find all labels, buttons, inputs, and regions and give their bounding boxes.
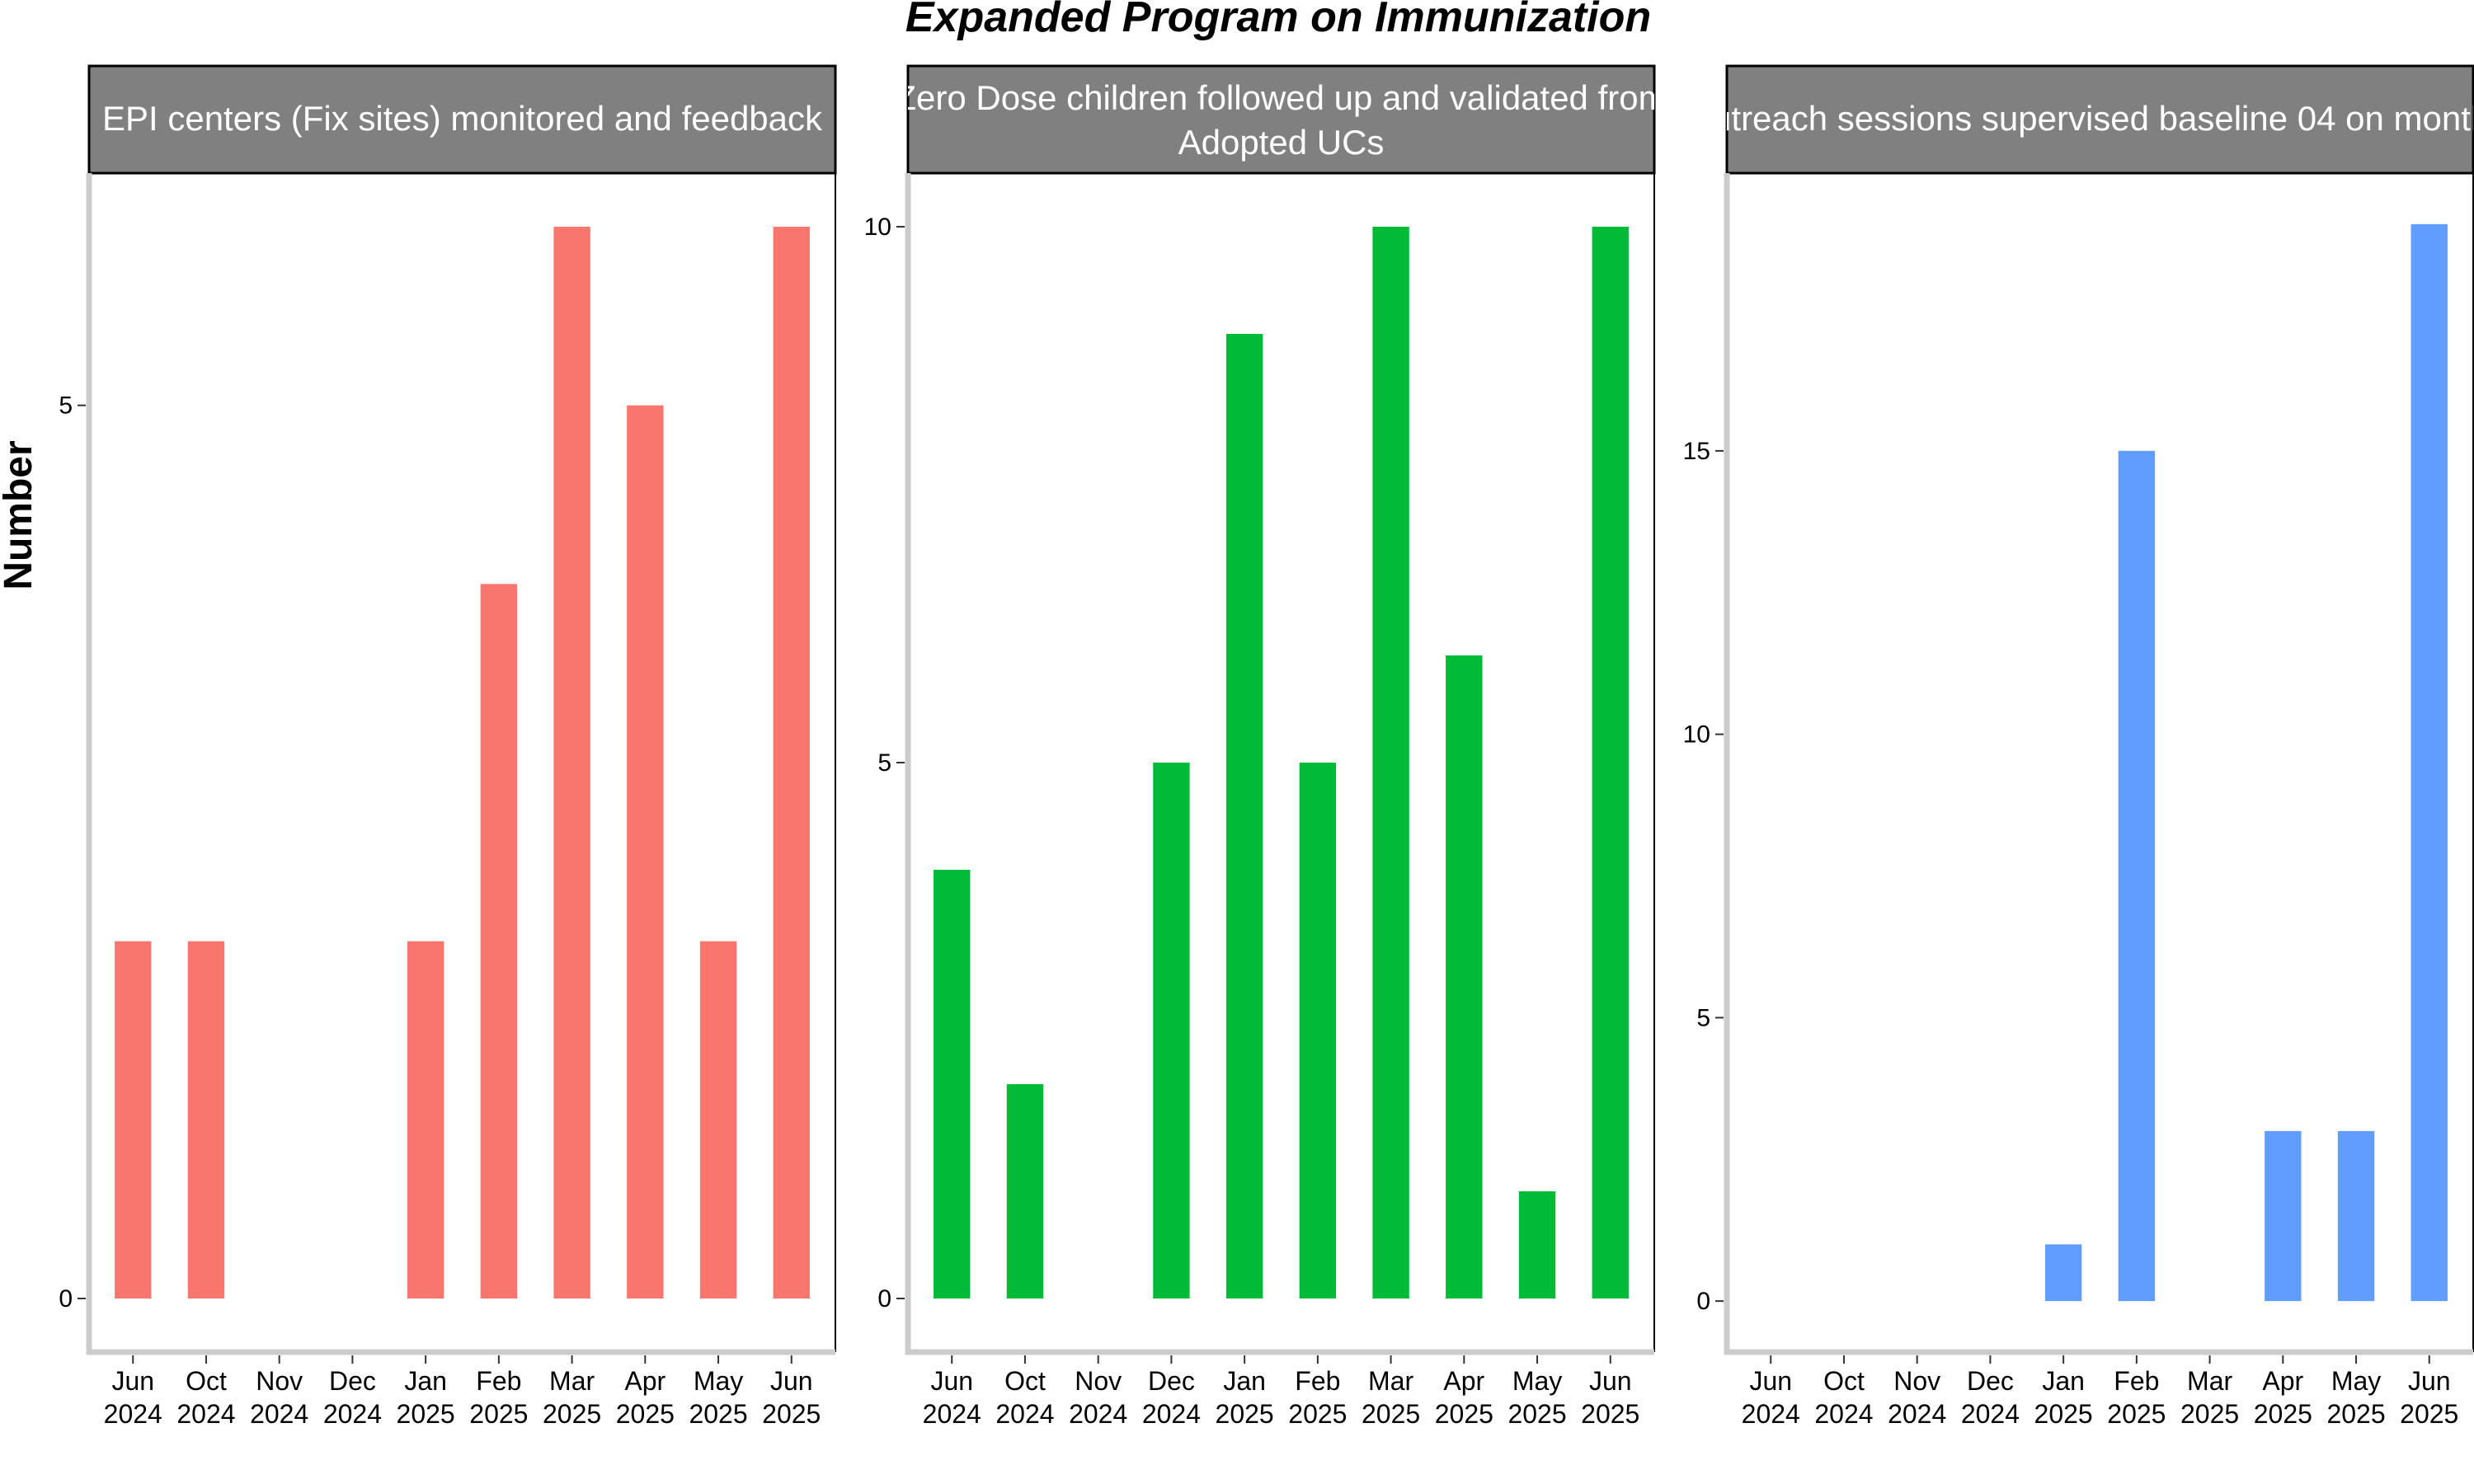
chart-title: Expanded Program on Immunization xyxy=(905,0,1651,41)
x-tick-label: Nov 2024 xyxy=(250,1366,308,1429)
bar xyxy=(1372,227,1409,1298)
x-tick-label: Oct 2024 xyxy=(1814,1366,1873,1429)
x-tick-label: May 2025 xyxy=(1507,1366,1566,1429)
bar xyxy=(699,941,737,1298)
x-tick-label: Jan 2025 xyxy=(2034,1366,2093,1429)
x-tick-label: Oct 2024 xyxy=(995,1366,1054,1429)
x-tick-label: May 2025 xyxy=(689,1366,747,1429)
bar xyxy=(2337,1130,2375,1302)
facet-strip xyxy=(87,64,837,175)
x-tick-label: Dec 2024 xyxy=(1142,1366,1201,1429)
x-tick-label: Nov 2024 xyxy=(1888,1366,1946,1429)
bar xyxy=(2411,223,2448,1302)
x-tick-label: Jan 2025 xyxy=(1216,1366,1274,1429)
bar xyxy=(1446,655,1483,1298)
y-tick-label: 0 xyxy=(877,1285,891,1313)
facet-strip-title: Outreach sessions supervised baseline 04… xyxy=(1685,99,2474,138)
x-tick-label: Feb 2025 xyxy=(1288,1366,1347,1429)
x-tick-label: Mar 2025 xyxy=(543,1366,601,1429)
facet-panel-1: EPI centers (Fix sites) monitored and fe… xyxy=(59,64,837,1429)
bar xyxy=(2044,1244,2082,1302)
bar xyxy=(773,227,810,1298)
bar xyxy=(1225,334,1263,1298)
facet-panel-3: Outreach sessions supervised baseline 04… xyxy=(1683,64,2474,1429)
bar xyxy=(1518,1191,1556,1298)
facet-panel-2: Zero Dose children followed up and valid… xyxy=(864,64,1667,1429)
facet-strip-title: EPI centers (Fix sites) monitored and fe… xyxy=(102,99,823,138)
bar xyxy=(2265,1130,2302,1302)
x-tick-label: Oct 2024 xyxy=(176,1366,235,1429)
y-tick-label: 5 xyxy=(59,392,73,420)
bar xyxy=(627,405,664,1299)
x-tick-label: Jun 2025 xyxy=(1581,1366,1639,1429)
facet-strip-title: Zero Dose children followed up and valid… xyxy=(895,78,1667,117)
y-tick-label: 15 xyxy=(1683,438,1710,465)
bar xyxy=(407,941,444,1298)
y-tick-label: 5 xyxy=(877,749,891,777)
bar xyxy=(1299,763,1337,1298)
bar xyxy=(1153,763,1190,1298)
x-tick-label: Nov 2024 xyxy=(1069,1366,1127,1429)
x-tick-label: Dec 2024 xyxy=(1961,1366,2020,1429)
y-tick-label: 5 xyxy=(1696,1004,1710,1031)
facet-strip-title: Adopted UCs xyxy=(1178,123,1385,162)
x-tick-label: Feb 2025 xyxy=(2107,1366,2166,1429)
x-tick-label: Jun 2024 xyxy=(1742,1366,1800,1429)
y-tick-label: 0 xyxy=(1696,1288,1710,1315)
bar xyxy=(1592,227,1629,1298)
facet-strip xyxy=(906,64,1656,175)
x-tick-label: Dec 2024 xyxy=(323,1366,382,1429)
x-tick-label: Jun 2024 xyxy=(104,1366,162,1429)
x-tick-label: Mar 2025 xyxy=(1362,1366,1420,1429)
y-tick-label: 0 xyxy=(59,1285,73,1313)
y-axis-label: Number xyxy=(0,440,40,589)
x-tick-label: Apr 2025 xyxy=(1435,1366,1493,1429)
x-tick-label: May 2025 xyxy=(2326,1366,2385,1429)
bar xyxy=(553,227,590,1298)
x-tick-label: Apr 2025 xyxy=(2254,1366,2312,1429)
y-tick-label: 10 xyxy=(864,214,891,241)
bar xyxy=(1006,1084,1044,1298)
bar xyxy=(115,941,152,1298)
x-tick-label: Jan 2025 xyxy=(397,1366,455,1429)
x-tick-label: Jun 2024 xyxy=(923,1366,981,1429)
bar xyxy=(187,941,225,1298)
x-tick-label: Mar 2025 xyxy=(2180,1366,2239,1429)
x-tick-label: Jun 2025 xyxy=(2400,1366,2458,1429)
bar xyxy=(934,870,971,1298)
x-tick-label: Feb 2025 xyxy=(469,1366,528,1429)
bar xyxy=(480,584,518,1298)
x-tick-label: Jun 2025 xyxy=(762,1366,821,1429)
facet-strip xyxy=(1725,64,2474,175)
y-tick-label: 10 xyxy=(1683,721,1710,749)
x-tick-label: Apr 2025 xyxy=(616,1366,675,1429)
facet-panels: EPI centers (Fix sites) monitored and fe… xyxy=(59,64,2474,1429)
bar xyxy=(2118,450,2156,1302)
